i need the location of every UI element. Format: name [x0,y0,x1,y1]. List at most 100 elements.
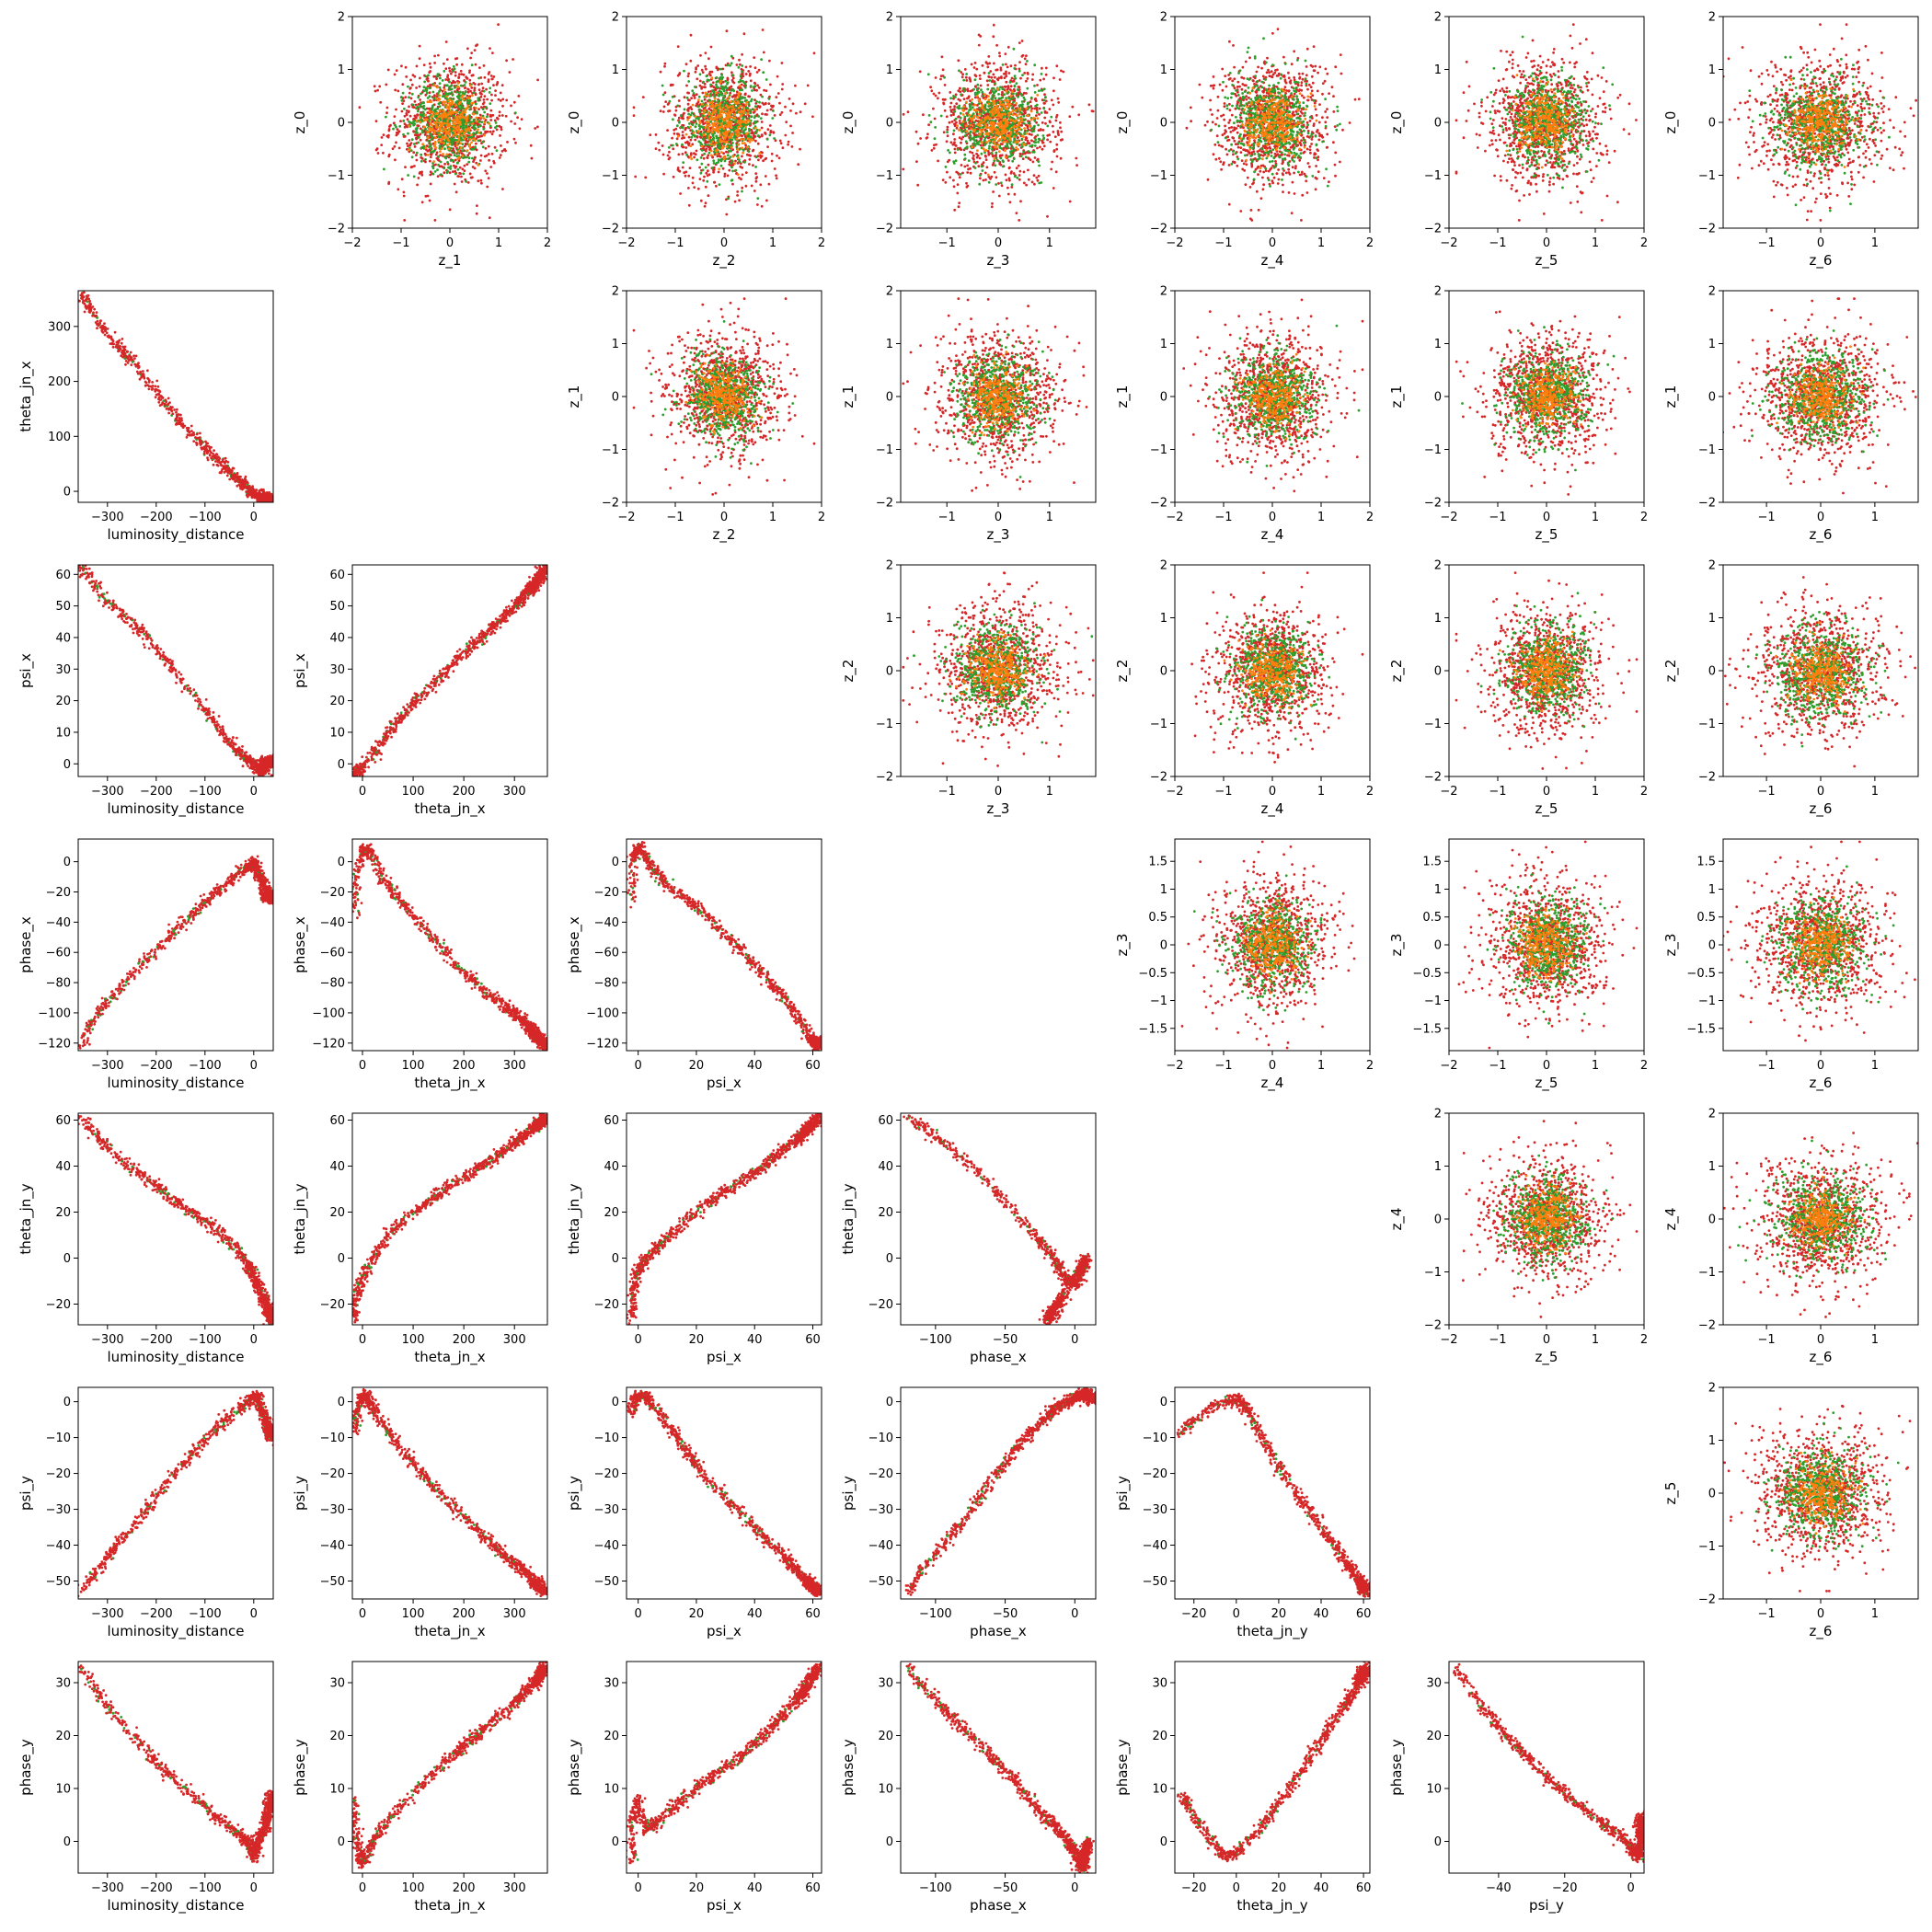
scatter-point [975,141,979,144]
scatter-point [417,108,420,110]
scatter-point [760,121,764,123]
scatter-point [719,159,723,163]
scatter-point [393,73,397,76]
scatter-point [466,76,469,80]
scatter-point [443,171,446,175]
scatter-point [431,150,435,154]
scatter-point [460,112,464,116]
scatter-point [684,63,688,66]
scatter-point [479,76,483,79]
scatter-point [737,95,741,98]
scatter-point [983,154,987,157]
scatter-point [994,164,997,167]
scatter-point [430,151,432,154]
scatter-point [726,63,730,67]
scatter-point [480,93,483,96]
scatter-point [946,134,949,138]
scatter-point [696,100,700,104]
scatter-point [671,144,674,147]
x-tick-label: 2 [818,236,825,250]
scatter-point [727,197,730,201]
scatter-point [1044,96,1047,98]
scatter-point [1016,176,1019,179]
scatter-point [463,164,466,167]
scatter-point [941,68,945,72]
scatter-point [1035,176,1039,179]
scatter-point [1062,70,1065,74]
scatter-point [482,98,486,101]
scatter-point [767,182,771,186]
scatter-point [466,149,469,153]
scatter-point [451,100,454,104]
scatter-point [475,102,477,106]
scatter-point [713,93,717,97]
scatter-point [475,142,477,145]
scatter-point [1026,129,1029,132]
scatter-point [455,63,458,66]
scatter-point [1005,70,1007,74]
scatter-point [725,112,728,115]
scatter-point [1036,178,1040,182]
scatter-point [690,121,693,123]
scatter-point [410,155,414,159]
scatter-point [987,180,991,184]
scatter-point [739,84,742,87]
scatter-point [472,101,475,105]
scatter-point [1029,144,1032,148]
scatter-point [703,152,707,155]
scatter-point [489,75,493,77]
scatter-point [489,102,492,105]
scatter-point [688,167,692,170]
scatter-point [457,155,461,159]
scatter-point [737,110,741,113]
scatter-point [698,166,701,169]
scatter-point [1015,92,1018,96]
scatter-point [450,87,454,91]
scatter-point [704,52,707,54]
scatter-point [458,121,462,123]
scatter-point [424,127,427,131]
scatter-point [675,124,679,128]
scatter-point [437,53,440,57]
scatter-point [428,145,431,149]
scatter-point [981,132,984,136]
scatter-point [477,121,481,123]
scatter-point [701,154,704,157]
scatter-point [447,108,451,110]
scatter-point [468,99,472,103]
scatter-point [1059,156,1063,160]
scatter-point [736,194,739,197]
scatter-point [949,97,952,100]
scatter-point [443,142,445,144]
scatter-point [687,174,691,178]
scatter-point [684,170,688,174]
scatter-point [456,79,459,83]
scatter-point [487,153,490,155]
scatter-point [424,194,428,198]
scatter-point [979,35,983,38]
scatter-point [980,165,983,167]
scatter-point [689,144,693,148]
scatter-point [497,98,500,101]
x-tick-label: −1 [392,236,409,250]
scatter-point [444,78,448,81]
scatter-point [454,57,457,61]
scatter-point [764,112,767,116]
scatter-point [460,134,463,137]
scatter-point [1037,137,1041,141]
scatter-point [954,159,958,163]
scatter-point [485,87,488,91]
scatter-point [416,105,420,109]
scatter-point [436,98,440,102]
scatter-point [948,121,951,124]
scatter-point [448,132,451,135]
scatter-point [743,86,747,89]
scatter-point [1061,138,1064,142]
scatter-point [765,78,768,81]
scatter-point [505,59,508,63]
scatter-point [464,128,467,132]
scatter-point [446,120,449,122]
scatter-point [426,194,430,198]
scatter-point [453,154,456,157]
scatter-point [995,43,998,47]
